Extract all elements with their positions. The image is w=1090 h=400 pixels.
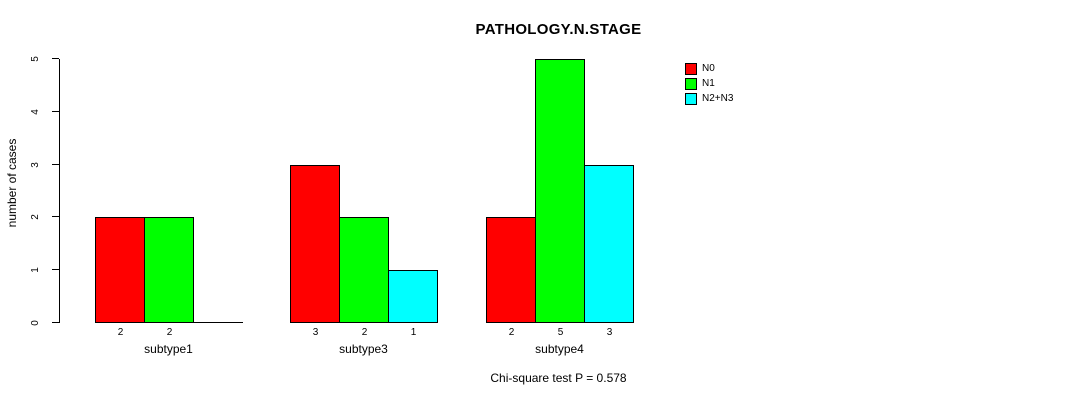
bar-n1-subtype4 bbox=[535, 59, 585, 323]
legend-label-n1: N1 bbox=[702, 77, 715, 89]
legend-swatch-n1-icon bbox=[685, 77, 697, 90]
y-axis-tick-label: 1 bbox=[30, 267, 41, 273]
legend-item-n1: N1 bbox=[685, 77, 733, 90]
y-axis-line bbox=[59, 59, 60, 323]
bar-value-label: 2 bbox=[166, 327, 173, 338]
bar-zero-n2-n3-subtype1 bbox=[193, 322, 243, 323]
bar-value-label: 2 bbox=[508, 327, 515, 338]
legend-swatch-n0-icon bbox=[685, 62, 697, 75]
bar-value-label: 2 bbox=[361, 327, 368, 338]
bar-n2-n3-subtype3 bbox=[388, 270, 438, 323]
legend-swatch-n2-n3-icon bbox=[685, 92, 697, 105]
category-label: subtype1 bbox=[144, 342, 193, 356]
bar-value-label: 5 bbox=[557, 327, 564, 338]
y-axis-tick-label: 3 bbox=[30, 161, 41, 168]
category-label: subtype4 bbox=[535, 342, 584, 356]
y-axis-tick bbox=[52, 110, 59, 112]
legend: N0 N1 N2+N3 bbox=[685, 62, 733, 107]
y-axis-tick-label: 0 bbox=[30, 320, 41, 326]
legend-label-n0: N0 bbox=[702, 62, 715, 74]
legend-item-n0: N0 bbox=[685, 62, 733, 75]
y-axis-label: number of cases bbox=[5, 138, 19, 228]
bar-value-label: 1 bbox=[410, 327, 417, 338]
y-axis-tick bbox=[52, 58, 59, 59]
y-axis-tick-label: 4 bbox=[30, 109, 41, 115]
bar-n0-subtype1 bbox=[95, 217, 145, 323]
y-axis-tick-label: 5 bbox=[30, 56, 41, 62]
bar-n2-n3-subtype4 bbox=[584, 165, 634, 323]
y-axis-tick bbox=[52, 216, 59, 218]
category-label: subtype3 bbox=[339, 342, 388, 356]
chi-square-note: Chi-square test P = 0.578 bbox=[490, 371, 627, 385]
y-axis-tick bbox=[52, 269, 59, 271]
bar-n1-subtype1 bbox=[144, 217, 194, 323]
chart-title: PATHOLOGY.N.STAGE bbox=[475, 21, 642, 38]
bar-value-label: 2 bbox=[117, 327, 124, 338]
bar-n0-subtype3 bbox=[290, 165, 340, 323]
bar-n0-subtype4 bbox=[486, 217, 536, 323]
y-axis-tick bbox=[52, 322, 59, 323]
bar-value-label: 3 bbox=[312, 327, 319, 338]
y-axis-tick-label: 2 bbox=[30, 214, 41, 221]
bar-value-label: 3 bbox=[606, 327, 613, 338]
legend-label-n2-n3: N2+N3 bbox=[702, 92, 734, 104]
legend-item-n2-n3: N2+N3 bbox=[685, 92, 733, 105]
bar-n1-subtype3 bbox=[339, 217, 389, 323]
y-axis-tick bbox=[52, 163, 59, 165]
